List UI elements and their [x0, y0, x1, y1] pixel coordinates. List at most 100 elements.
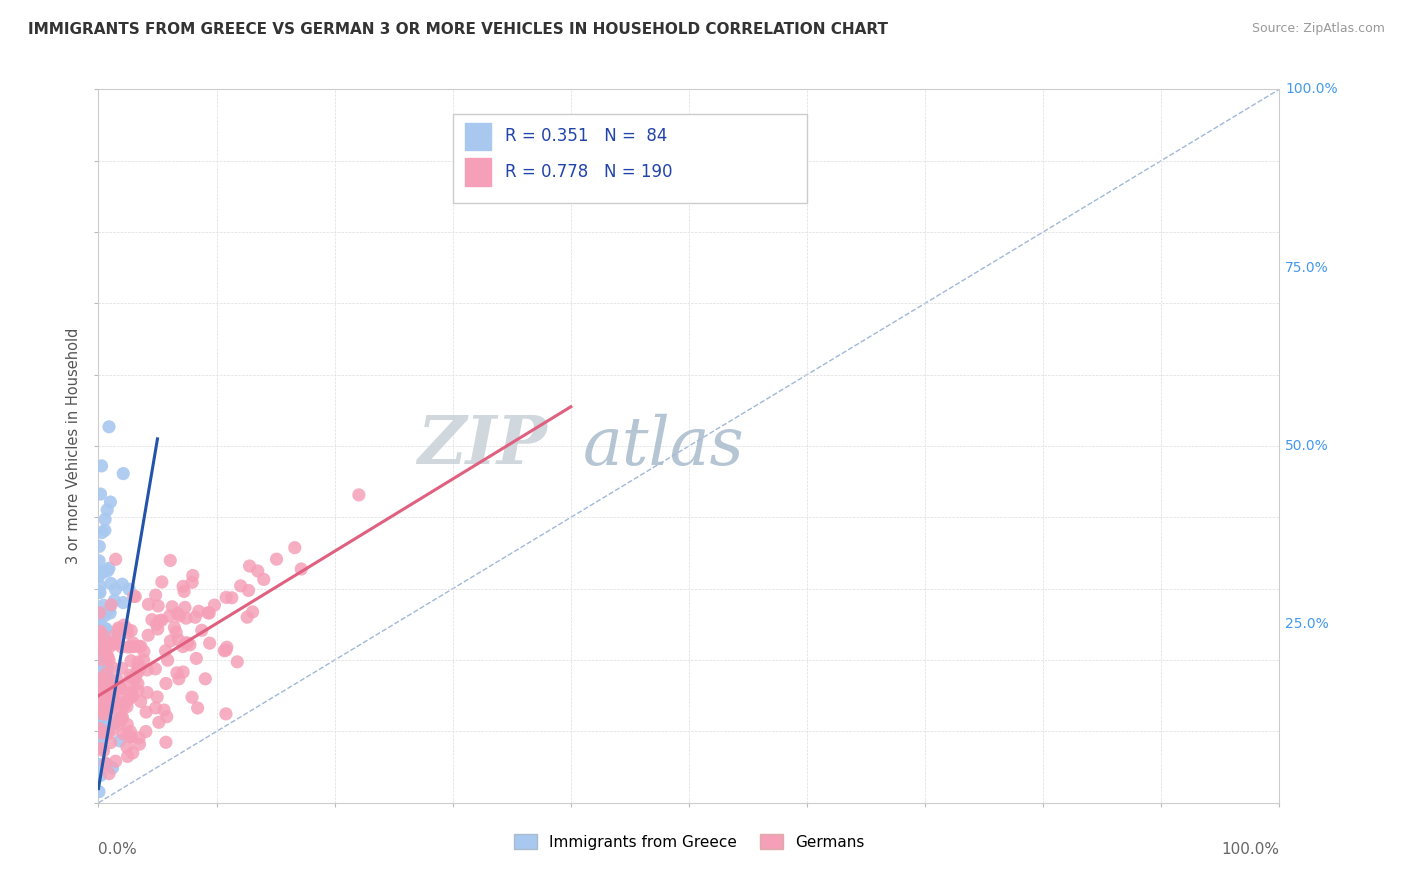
Point: [93, 744, 115, 758]
Point: [118, 668, 141, 682]
Point: [90, 701, 112, 715]
Y-axis label: 3 or more Vehicles in Household: 3 or more Vehicles in Household: [66, 328, 82, 564]
Point: [94, 666, 117, 681]
Point: [94, 707, 117, 722]
Point: [191, 624, 214, 638]
Point: [165, 625, 187, 640]
Point: [89, 681, 111, 695]
Point: [145, 701, 167, 715]
Point: [98, 690, 121, 704]
Point: [97, 661, 120, 675]
Point: [90, 717, 112, 731]
Point: [117, 727, 139, 741]
Point: [90, 625, 112, 640]
Point: [90, 725, 112, 739]
Point: [89, 695, 111, 709]
Text: 100.0%: 100.0%: [1222, 842, 1279, 857]
Point: [107, 673, 129, 687]
Point: [93, 648, 115, 663]
Point: [128, 661, 150, 675]
Point: [173, 584, 195, 599]
Point: [163, 620, 186, 634]
Point: [197, 606, 219, 620]
Point: [89, 539, 111, 553]
Point: [89, 695, 111, 709]
Point: [229, 579, 252, 593]
Point: [90, 487, 112, 501]
Point: [104, 754, 127, 768]
Point: [108, 734, 131, 748]
Point: [89, 642, 111, 657]
Point: [215, 706, 238, 721]
Point: [176, 636, 198, 650]
Point: [135, 724, 157, 739]
Text: 75.0%: 75.0%: [1285, 260, 1329, 275]
Point: [97, 564, 120, 578]
Point: [118, 679, 141, 693]
Point: [98, 602, 121, 616]
Point: [136, 685, 159, 699]
Point: [127, 677, 149, 691]
Point: [90, 768, 112, 782]
Text: R = 0.351   N =  84: R = 0.351 N = 84: [505, 128, 666, 145]
Point: [107, 681, 129, 696]
Point: [129, 694, 152, 708]
Point: [89, 722, 111, 736]
Point: [94, 512, 117, 526]
Point: [89, 642, 111, 657]
Point: [90, 458, 112, 473]
Point: [159, 553, 181, 567]
Text: ZIP: ZIP: [418, 414, 547, 478]
Point: [87, 569, 110, 583]
Point: [100, 576, 122, 591]
Point: [90, 627, 112, 641]
Point: [87, 656, 110, 670]
Point: [111, 577, 134, 591]
Point: [90, 726, 112, 740]
Point: [94, 673, 117, 687]
Point: [104, 628, 127, 642]
Point: [100, 495, 122, 509]
Point: [89, 579, 111, 593]
Point: [93, 599, 115, 613]
Point: [97, 561, 120, 575]
Point: [120, 624, 142, 638]
Point: [93, 805, 115, 820]
Point: [146, 622, 169, 636]
Point: [101, 699, 124, 714]
Point: [112, 699, 135, 714]
Point: [174, 636, 197, 650]
Point: [124, 640, 146, 654]
Point: [96, 503, 118, 517]
Point: [96, 648, 118, 663]
Point: [98, 640, 121, 654]
Point: [166, 607, 188, 621]
Point: [121, 671, 143, 685]
Point: [104, 681, 127, 695]
Point: [91, 566, 114, 580]
Point: [198, 636, 221, 650]
Point: [94, 699, 117, 714]
Point: [89, 652, 111, 666]
Point: [87, 584, 110, 599]
Point: [89, 675, 111, 690]
Point: [100, 735, 122, 749]
Point: [115, 740, 138, 755]
Point: [120, 654, 142, 668]
Point: [148, 614, 170, 628]
Point: [347, 488, 370, 502]
Point: [194, 672, 217, 686]
Point: [98, 419, 121, 434]
Point: [87, 682, 110, 697]
Point: [91, 681, 114, 695]
Point: [89, 678, 111, 692]
Text: 50.0%: 50.0%: [1285, 439, 1329, 453]
Point: [94, 678, 117, 692]
Point: [105, 714, 128, 729]
Point: [100, 831, 122, 846]
Point: [90, 640, 112, 654]
Point: [143, 662, 166, 676]
Point: [186, 651, 208, 665]
Bar: [464, 123, 491, 150]
Point: [94, 608, 117, 623]
